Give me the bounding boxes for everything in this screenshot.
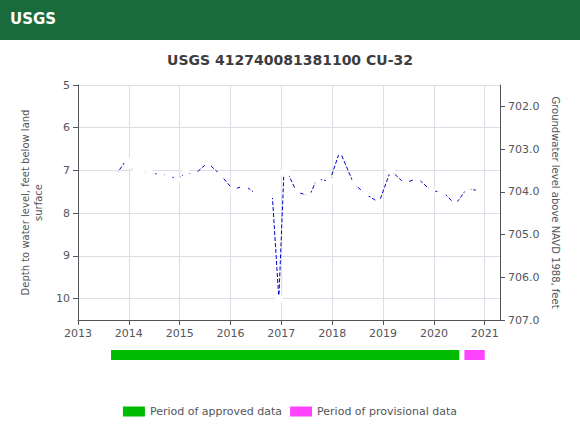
svg-text:10: 10 (56, 292, 70, 305)
svg-text:surface: surface (33, 184, 44, 221)
svg-text:2018: 2018 (318, 327, 346, 340)
svg-text:7: 7 (63, 164, 70, 177)
svg-text:2021: 2021 (471, 327, 499, 340)
svg-text:703.0: 703.0 (508, 143, 540, 156)
svg-text:USGS: USGS (10, 10, 56, 28)
svg-text:2013: 2013 (64, 327, 92, 340)
svg-text:6: 6 (63, 121, 70, 134)
svg-text:9: 9 (63, 249, 70, 262)
svg-text:2014: 2014 (115, 327, 143, 340)
svg-text:707.0: 707.0 (508, 314, 540, 327)
svg-text:Period of approved data: Period of approved data (150, 405, 282, 418)
svg-text:Depth to water level, feet bel: Depth to water level, feet below land (20, 110, 31, 296)
svg-text:704.0: 704.0 (508, 185, 540, 198)
svg-text:USGS 412740081381100 CU-32: USGS 412740081381100 CU-32 (167, 52, 413, 68)
svg-text:2017: 2017 (267, 327, 295, 340)
svg-text:Period of provisional data: Period of provisional data (317, 405, 457, 418)
svg-text:2015: 2015 (166, 327, 194, 340)
svg-text:Groundwater level above NAVD 1: Groundwater level above NAVD 1988, feet (550, 96, 561, 308)
svg-text:702.0: 702.0 (508, 100, 540, 113)
svg-text:705.0: 705.0 (508, 228, 540, 241)
svg-text:2019: 2019 (369, 327, 397, 340)
svg-text:706.0: 706.0 (508, 271, 540, 284)
svg-text:8: 8 (63, 207, 70, 220)
svg-text:2020: 2020 (420, 327, 448, 340)
svg-text:2016: 2016 (217, 327, 245, 340)
svg-text:5: 5 (63, 79, 70, 92)
